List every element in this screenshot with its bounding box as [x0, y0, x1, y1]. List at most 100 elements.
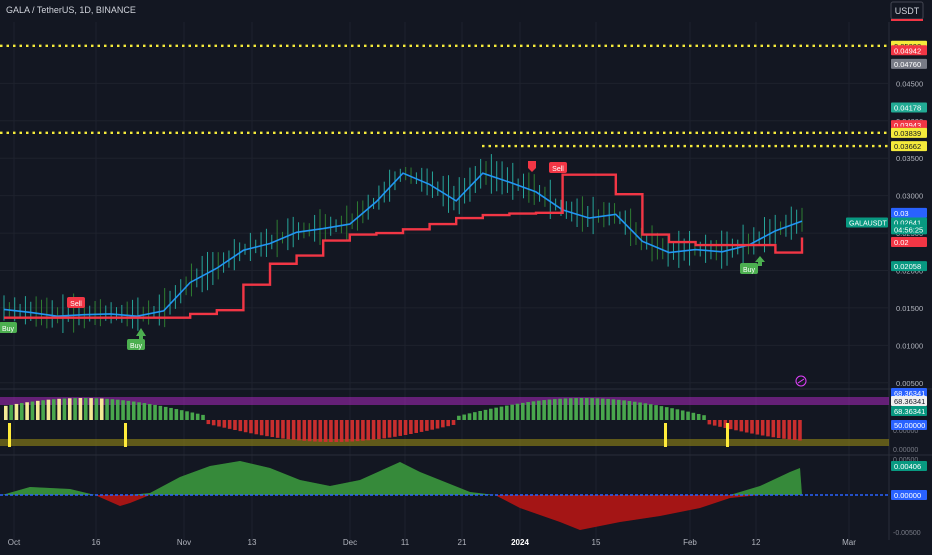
- osc-bar-0: [4, 405, 8, 420]
- price-label-text-3: 0.04178: [894, 103, 921, 112]
- osc-bar-9: [51, 399, 56, 420]
- price-tick-3: 0.03000: [896, 192, 923, 201]
- osc-bar-97: [521, 402, 525, 420]
- osc-bar-131: [702, 415, 706, 420]
- x-tick-10: 12: [752, 538, 761, 547]
- osc-bar-120: [643, 403, 648, 420]
- osc-bar-104: [558, 398, 562, 420]
- osc-bar-71: [382, 420, 387, 439]
- pane2-label-box-2: [891, 406, 927, 416]
- osc-bar-126: [675, 409, 680, 420]
- osc-bar-67: [361, 420, 365, 441]
- currency-button[interactable]: USDT: [890, 1, 924, 21]
- osc-signal-bar-0: [8, 423, 11, 447]
- osc-bar-94: [505, 405, 509, 420]
- price-label-7: 0.03662: [891, 141, 927, 152]
- signal-box-2: [127, 339, 145, 350]
- osc-bar-66: [355, 420, 360, 442]
- osc-bar-41: [222, 420, 227, 428]
- price-label-2: 0.04760: [891, 58, 927, 69]
- signal-buy-0[interactable]: Buy: [0, 322, 17, 333]
- osc-bar-14: [78, 398, 83, 420]
- osc-bar-5: [30, 401, 35, 420]
- price-label-box-12: [891, 261, 927, 272]
- osc-bar-78: [419, 420, 424, 432]
- price-label-text-12: 0.02058: [894, 262, 921, 271]
- x-tick-6: 21: [458, 538, 467, 547]
- osc-bar-148: [792, 420, 797, 440]
- osc-bar-122: [654, 405, 658, 420]
- x-tick-11: Mar: [842, 538, 856, 547]
- osc-bar-109: [584, 398, 589, 420]
- pane2-label-box-0: [891, 388, 927, 398]
- settings-icon[interactable]: [795, 375, 807, 387]
- osc-bar-6: [35, 400, 40, 420]
- signal-sell-3[interactable]: Sell: [549, 162, 567, 173]
- osc-bar-135: [723, 420, 728, 428]
- osc-bar-34: [185, 411, 189, 420]
- osc-bar-60: [323, 420, 328, 442]
- osc-bar-17: [94, 398, 99, 420]
- osc-bar-13: [73, 398, 77, 420]
- osc-bar-107: [574, 398, 578, 420]
- osc-bar-28: [153, 404, 157, 420]
- osc-bar-48: [259, 420, 264, 436]
- osc-bar-19: [105, 398, 109, 420]
- pane3-tick-top: 0.00500: [893, 457, 918, 464]
- osc-bar-86: [462, 414, 466, 420]
- osc-bar-45: [243, 420, 248, 433]
- osc-bar-125: [670, 408, 674, 420]
- price-label-box-8: [891, 207, 927, 218]
- pane2-label-text-2: 68.36341: [894, 407, 925, 416]
- osc-bar-59: [318, 420, 323, 442]
- osc-bar-99: [531, 401, 536, 420]
- osc-bar-36: [195, 413, 200, 420]
- signal-markers[interactable]: Buy Sell Buy Sell Buy: [0, 161, 765, 350]
- pane3-tick-bottom: -0.00500: [893, 530, 921, 537]
- osc-signal-bar-1: [124, 423, 127, 447]
- signal-buy-4[interactable]: Buy: [740, 263, 758, 274]
- osc-bar-76: [409, 420, 413, 435]
- signal-sell-1[interactable]: Sell: [67, 297, 85, 308]
- osc-bar-49: [265, 420, 269, 437]
- osc-bar-123: [659, 406, 664, 420]
- osc-bar-77: [414, 420, 419, 433]
- osc-bar-144: [771, 420, 776, 438]
- momentum-pane: 0.00500 -0.00500: [0, 457, 921, 537]
- osc-bar-50: [270, 420, 275, 438]
- osc-signal-bar-3: [726, 423, 729, 447]
- osc-bar-130: [696, 413, 701, 420]
- momentum-area-negative-bright: [2, 495, 802, 530]
- osc-bar-81: [435, 420, 440, 429]
- osc-bar-133: [712, 420, 717, 426]
- momentum-area-negative: [2, 495, 802, 530]
- osc-bar-51: [275, 420, 280, 438]
- osc-bar-101: [542, 400, 546, 420]
- signal-box-4: [740, 263, 758, 274]
- osc-bar-93: [499, 406, 504, 420]
- osc-bar-2: [14, 403, 19, 420]
- signal-buy-2[interactable]: Buy: [127, 339, 145, 350]
- price-label-box-3: [891, 102, 927, 113]
- osc-bar-54: [291, 420, 296, 440]
- osc-bar-37: [201, 414, 205, 420]
- osc-bar-87: [467, 413, 472, 420]
- osc-bar-108: [579, 398, 584, 420]
- osc-bar-138: [739, 420, 744, 432]
- osc-bar-121: [648, 404, 653, 420]
- osc-bar-24: [131, 401, 136, 420]
- osc-bar-68: [366, 420, 371, 441]
- osc-bar-10: [57, 398, 61, 420]
- osc-bar-39: [211, 420, 216, 426]
- pane3-label-text-0: 0.00406: [894, 462, 921, 471]
- osc-bar-62: [334, 420, 339, 442]
- pane3-label-box-0: [891, 461, 927, 471]
- signal-label-2: Buy: [130, 343, 143, 350]
- osc-bar-114: [611, 399, 616, 420]
- osc-bar-147: [787, 420, 792, 440]
- x-tick-1: 16: [92, 538, 101, 547]
- osc-bar-11: [62, 398, 67, 420]
